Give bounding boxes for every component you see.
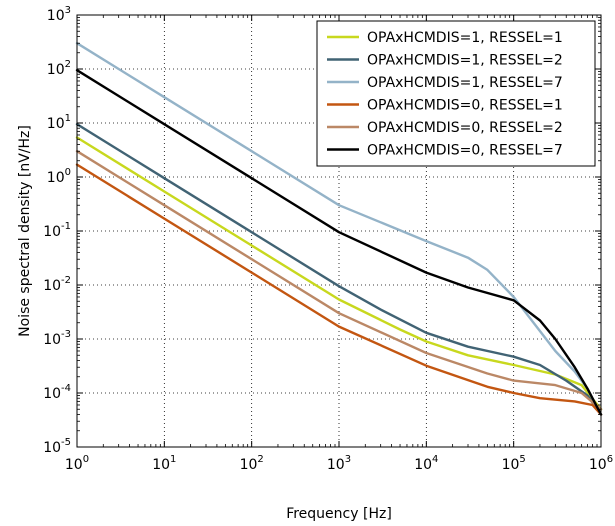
legend-label-2: OPAxHCMDIS=1, RESSEL=2 bbox=[367, 53, 563, 69]
x-tick-labels: 100 101 102 103 104 105 106 bbox=[65, 454, 613, 473]
y-tick-label: 10-1 bbox=[43, 221, 71, 240]
legend-label-4: OPAxHCMDIS=0, RESSEL=1 bbox=[367, 98, 563, 114]
y-tick-label: 10-5 bbox=[43, 437, 71, 456]
x-tick-label: 105 bbox=[502, 454, 526, 473]
legend-label-3: OPAxHCMDIS=1, RESSEL=7 bbox=[367, 75, 563, 91]
x-tick-label: 104 bbox=[414, 454, 438, 473]
y-tick-label: 103 bbox=[47, 5, 71, 24]
y-axis-label: Noise spectral density [nV/Hz] bbox=[17, 125, 33, 337]
legend-label-1: OPAxHCMDIS=1, RESSEL=1 bbox=[367, 30, 563, 46]
y-tick-label: 102 bbox=[47, 59, 71, 78]
x-tick-label: 102 bbox=[240, 454, 264, 473]
series-line-3 bbox=[75, 42, 603, 416]
y-tick-labels: 103 102 101 100 10-1 10-2 10-3 10-4 10-5 bbox=[43, 5, 71, 456]
series-line-2 bbox=[75, 122, 603, 416]
x-tick-label: 106 bbox=[589, 454, 613, 473]
y-axis-label-radicand: Hz bbox=[17, 131, 33, 149]
y-tick-label: 100 bbox=[47, 167, 71, 186]
x-tick-label: 103 bbox=[327, 454, 351, 473]
y-tick-label: 10-4 bbox=[43, 383, 71, 402]
x-tick-label: 100 bbox=[65, 454, 89, 473]
series-line-5 bbox=[75, 149, 603, 411]
y-tick-label: 10-3 bbox=[43, 329, 71, 348]
y-tick-label: 101 bbox=[47, 113, 71, 132]
series-line-6 bbox=[75, 68, 603, 416]
ticks bbox=[76, 14, 602, 448]
legend: OPAxHCMDIS=1, RESSEL=1 OPAxHCMDIS=1, RESS… bbox=[316, 20, 596, 167]
y-axis-label-prefix: Noise spectral density [nV/ bbox=[17, 148, 33, 337]
svg-text:Noise spectral density [nV/Hz]: Noise spectral density [nV/Hz] bbox=[17, 125, 33, 337]
plot-lines bbox=[75, 42, 603, 416]
y-axis-label-suffix: ] bbox=[17, 125, 33, 130]
legend-box bbox=[316, 20, 596, 167]
x-axis-label: Frequency [Hz] bbox=[286, 506, 392, 522]
x-tick-label: 101 bbox=[152, 454, 176, 473]
y-tick-label: 10-2 bbox=[43, 275, 71, 294]
legend-label-5: OPAxHCMDIS=0, RESSEL=2 bbox=[367, 120, 563, 136]
legend-label-6: OPAxHCMDIS=0, RESSEL=7 bbox=[367, 143, 563, 159]
series-line-4 bbox=[75, 163, 603, 416]
